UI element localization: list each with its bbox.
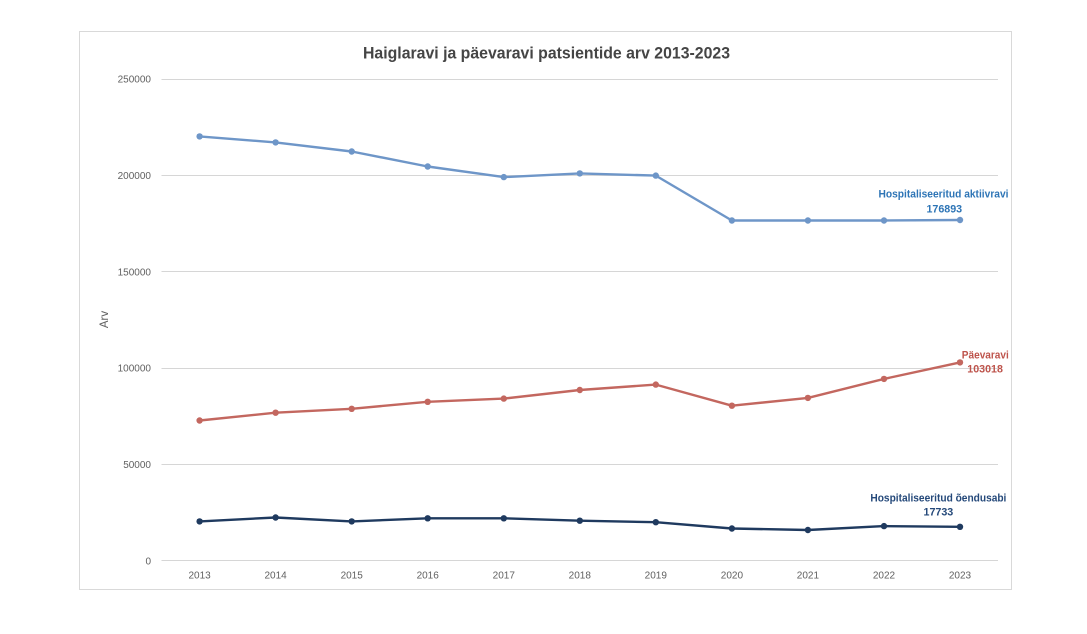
svg-text:Hospitaliseeritud õendusabi: Hospitaliseeritud õendusabi [870,492,1006,504]
svg-text:2023: 2023 [949,571,972,582]
svg-text:Päevaravi: Päevaravi [962,350,1009,362]
svg-text:2017: 2017 [493,571,516,582]
svg-text:2021: 2021 [797,571,820,582]
svg-text:2016: 2016 [417,571,440,582]
svg-text:17733: 17733 [924,507,954,519]
svg-text:Hospitaliseeritud aktiivravi: Hospitaliseeritud aktiivravi [879,189,1009,201]
svg-text:176893: 176893 [926,203,962,215]
svg-text:250000: 250000 [118,75,152,86]
svg-text:150000: 150000 [118,267,152,278]
svg-text:2022: 2022 [873,571,896,582]
svg-text:2014: 2014 [264,571,287,582]
svg-text:103018: 103018 [967,363,1003,375]
svg-text:2018: 2018 [569,571,592,582]
svg-text:Arv: Arv [99,311,111,329]
svg-text:2020: 2020 [721,571,744,582]
svg-text:100000: 100000 [118,364,152,375]
svg-text:2015: 2015 [341,571,364,582]
svg-text:2019: 2019 [645,571,668,582]
svg-text:Haiglaravi ja päevaravi patsie: Haiglaravi ja päevaravi patsientide arv … [363,45,730,63]
svg-text:50000: 50000 [123,460,151,471]
svg-text:2013: 2013 [188,571,211,582]
svg-text:200000: 200000 [118,171,152,182]
svg-text:0: 0 [145,557,151,568]
